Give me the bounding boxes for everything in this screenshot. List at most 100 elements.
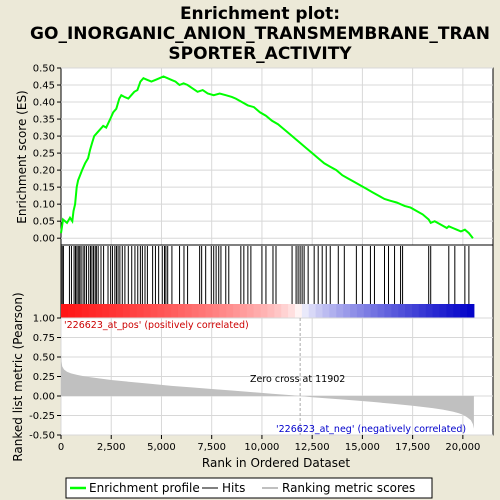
heat-segment [239,304,248,318]
positive-annotation: '226623_at_pos' (positively correlated) [64,320,249,331]
heat-segment [212,304,220,318]
legend-ranking-label: Ranking metric scores [282,481,415,495]
heat-segment [88,304,96,318]
x-axis-label: Rank in Ordered Dataset [202,456,350,470]
heat-segment [467,304,475,318]
heat-segment [453,304,461,318]
heat-segment [294,304,303,318]
es-y-label: Enrichment score (ES) [15,90,29,223]
heat-segment [157,304,165,318]
x-tick-label: 12,500 [295,442,330,453]
metric-y-label: Ranked list metric (Pearson) [11,292,25,461]
x-tick-label: 2,500 [97,442,126,453]
heat-segment [446,304,454,318]
heat-segment [384,304,392,318]
metric-tick-label: 0.50 [33,353,55,364]
heat-segment [171,304,179,318]
es-tick-label: 0.20 [33,166,55,177]
heat-segment [315,304,324,318]
heat-segment [205,304,213,318]
es-grid [61,67,493,245]
heat-segment [281,304,289,318]
enrichment-profile-line [60,75,474,239]
heat-segment [343,304,351,318]
metric-tick-label: -0.25 [29,411,55,422]
es-y-ticks: 0.00 0.05 0.10 0.15 0.20 0.25 0.30 0.35 0.40 0.45… [33,64,61,245]
x-tick-label: 17,500 [395,442,430,453]
es-tick-label: 0.10 [33,200,55,211]
heat-segment [177,304,186,318]
heat-segment [102,304,110,318]
heat-segment [246,304,255,318]
heat-segment [322,304,330,318]
metric-tick-label: 0.75 [33,333,55,344]
es-tick-label: 0.30 [33,132,55,143]
metric-tick-label: -0.50 [29,431,55,442]
x-tick-label: 7,500 [197,442,226,453]
heat-segment [288,304,296,318]
heat-segment [129,304,138,318]
heat-segment [274,304,282,318]
title-line-2: GO_INORGANIC_ANION_TRANSMEMBRANE_TRAN [30,24,490,44]
heat-segment [411,304,420,318]
hits-markers [61,246,470,304]
heat-segment [109,304,117,318]
heat-segment [391,304,399,318]
heat-segment [460,304,468,318]
heat-segment [432,304,441,318]
rank-heat-bar [61,304,475,318]
heat-segment [253,304,262,318]
heat-segment [418,304,427,318]
es-tick-label: 0.05 [33,217,55,228]
metric-tick-label: 1.00 [33,314,55,325]
x-tick-label: 5,000 [147,442,176,453]
legend-enrichment-label: Enrichment profile [89,481,200,495]
negative-annotation: '226623_at_neg' (negatively correlated) [276,424,466,435]
es-tick-label: 0.40 [33,98,55,109]
legend-box [65,477,433,499]
heat-segment [164,304,172,318]
es-tick-label: 0.35 [33,115,55,126]
heat-segment [191,304,200,318]
heat-segment [122,304,131,318]
metric-x-ticks: 0 2,500 5,000 7,500 10,000 12,500 15,000 17,500… [58,435,480,453]
x-tick-label: 15,000 [345,442,380,453]
heat-segment [61,304,69,318]
es-tick-label: 0.00 [33,234,55,245]
heat-segment [74,304,83,318]
heat-segment [81,304,90,318]
x-tick-label: 20,000 [445,442,480,453]
es-tick-label: 0.45 [33,81,55,92]
heat-segment [370,304,379,318]
es-tick-label: 0.15 [33,183,55,194]
legend-hits-label: Hits [222,481,245,495]
heat-segment [184,304,193,318]
heat-segment [439,304,447,318]
heat-segment [260,304,268,318]
heat-segment [226,304,234,318]
heat-segment [136,304,145,318]
heat-segment [308,304,317,318]
es-tick-label: 0.25 [33,149,55,160]
heat-segment [350,304,358,318]
heat-segment [329,304,337,318]
heat-segment [67,304,76,318]
heat-segment [425,304,434,318]
heat-segment [398,304,406,318]
title-line-3: SPORTER_ACTIVITY [168,44,352,64]
es-panel [60,67,494,246]
heat-segment [150,304,158,318]
heat-segment [143,304,151,318]
heat-segment [405,304,413,318]
es-tick-label: 0.50 [33,64,55,75]
heat-segment [198,304,207,318]
heat-segment [267,304,275,318]
zero-cross-annotation: Zero cross at 11902 [250,374,345,385]
metric-tick-label: 0.25 [33,372,55,383]
title-line-1: Enrichment plot: [180,4,340,24]
metric-y-ticks: -0.50 -0.25 0.00 0.25 0.50 0.75 1.00 [29,314,61,442]
heat-segment [377,304,385,318]
metric-tick-label: 0.00 [33,392,55,403]
heat-segment [233,304,241,318]
